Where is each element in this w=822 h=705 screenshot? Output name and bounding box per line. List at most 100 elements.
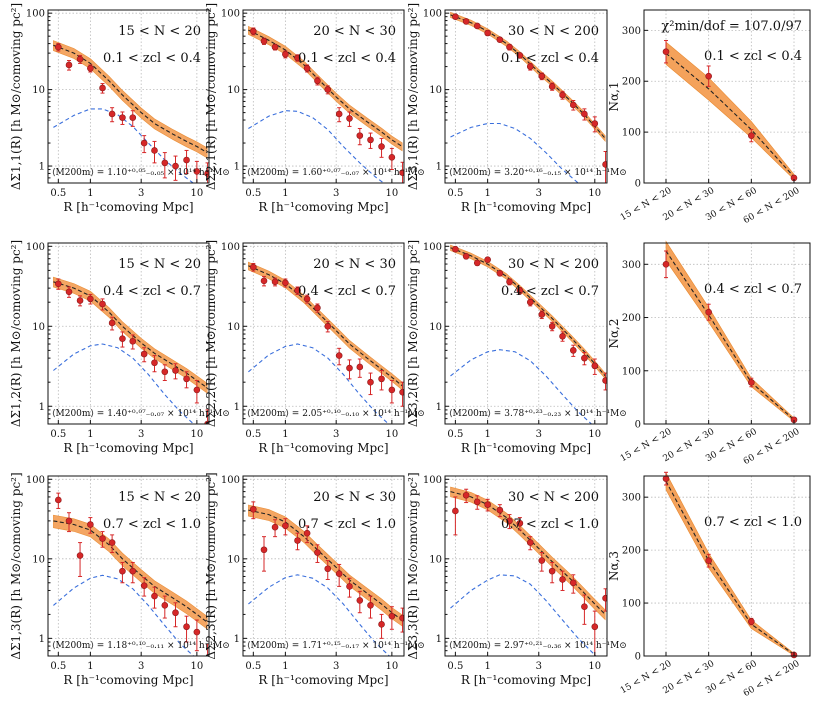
data-marker [303,529,311,537]
data-point [602,372,607,391]
data-point [591,116,599,133]
data-point [506,43,513,51]
plot-frame [444,9,608,184]
x-tick-label: 3 [333,188,339,199]
plot-frame [643,9,811,184]
data-point [324,560,332,580]
data-point [526,298,534,307]
data-marker [271,278,279,286]
panel-r3c2: 0.5 1 3 10 1 10 100 R [h⁻¹comoving Mpc] ΔΣ2,3(R)… [204,472,425,687]
data-point [538,310,546,320]
data-point [108,534,116,554]
data-marker [204,420,209,424]
plot-frame [242,242,405,425]
one-halo-curve [53,108,194,183]
data-marker [748,379,755,386]
x-tick-label: 0.5 [447,188,463,199]
data-marker [151,359,158,367]
data-marker [335,352,343,359]
y-tick-label: 10 [227,554,240,565]
data-point [172,363,179,380]
data-point [294,54,301,62]
data-marker [324,565,332,573]
y-tick-label: 0 [635,652,641,663]
data-point [183,371,190,389]
data-point [151,586,158,609]
y-tick-label: 0 [635,420,641,431]
data-marker [193,386,201,394]
y-tick-label: 100 [26,9,45,20]
mass-label: ⟨M200m⟩ = 2.97⁺⁰·²¹₋₀.₃₆ × 10¹⁴ h⁻¹M⊙ [449,641,627,651]
redshift-bin-label: 0.1 < zcl < 0.4 [501,51,599,66]
data-marker [76,55,84,63]
plot-frame [47,9,210,184]
data-marker [516,287,524,294]
data-point [151,140,158,164]
redshift-bin-label: 0.7 < zcl < 1.0 [103,517,201,532]
data-marker [506,43,513,51]
data-marker [99,535,106,542]
y-axis-label: ΔΣ3,2(R) [h M⊙/comoving pc²] [406,240,420,427]
x-axis-label: R [h⁻¹comoving Mpc] [63,200,193,214]
data-point [129,561,137,584]
data-marker [662,260,670,268]
model-line [248,509,403,621]
plot-frame [643,475,811,657]
y-axis-label: ΔΣ1,1(R) [h M⊙/comoving pc²] [9,3,23,190]
chi2-label: χ²min/dof = 107.0/97 [661,19,802,34]
data-marker [399,169,404,176]
data-marker [183,375,190,383]
y-tick-label: 10 [32,85,45,96]
y-tick-label: 100 [622,128,641,139]
data-point [271,277,279,287]
data-point [748,377,755,388]
data-point [314,76,321,86]
y-tick-label: 10 [227,322,240,333]
data-point [367,372,374,396]
model-line [450,491,606,615]
data-point [748,129,755,143]
model-line [248,29,403,147]
redshift-bin-label: 0.4 < zcl < 0.7 [298,284,396,299]
data-marker [260,277,268,285]
data-point [99,83,106,94]
data-marker [506,278,513,286]
data-point [346,577,353,598]
x-axis-label: R [h⁻¹comoving Mpc] [258,200,388,214]
y-tick-label: 100 [423,9,442,20]
x-tick-label: 3 [536,429,542,440]
x-tick-label: 3 [138,188,144,199]
plot-area [450,244,607,424]
data-marker [496,36,504,43]
data-marker [314,549,321,556]
y-tick-label: 1 [234,634,240,645]
data-marker [602,377,607,384]
data-marker [260,37,268,45]
data-point [559,570,566,591]
richness-bin-label: 15 < N < 20 [118,257,201,272]
data-point [161,595,169,619]
one-halo-curve [53,574,195,656]
data-point [250,501,257,520]
plot-area [248,25,404,183]
richness-bin-label: 30 < N < 200 [508,257,599,272]
data-marker [484,256,491,264]
data-marker [294,287,301,294]
richness-bin-label: 30 < N < 200 [508,24,599,39]
data-marker [356,597,364,604]
data-point [569,100,577,111]
data-point [388,147,396,171]
x-tick-label: 0.5 [50,429,66,440]
grid [644,476,810,657]
data-marker [129,114,137,121]
x-tick-label: 10 [385,429,398,440]
data-point [569,344,577,357]
richness-bin-label: 20 < N < 30 [313,257,396,272]
model-line [450,14,606,139]
data-marker [303,295,311,303]
data-marker [161,368,169,376]
redshift-bin-label: 0.1 < zcl < 0.4 [103,51,201,66]
data-point [250,262,257,272]
data-marker [161,602,169,609]
